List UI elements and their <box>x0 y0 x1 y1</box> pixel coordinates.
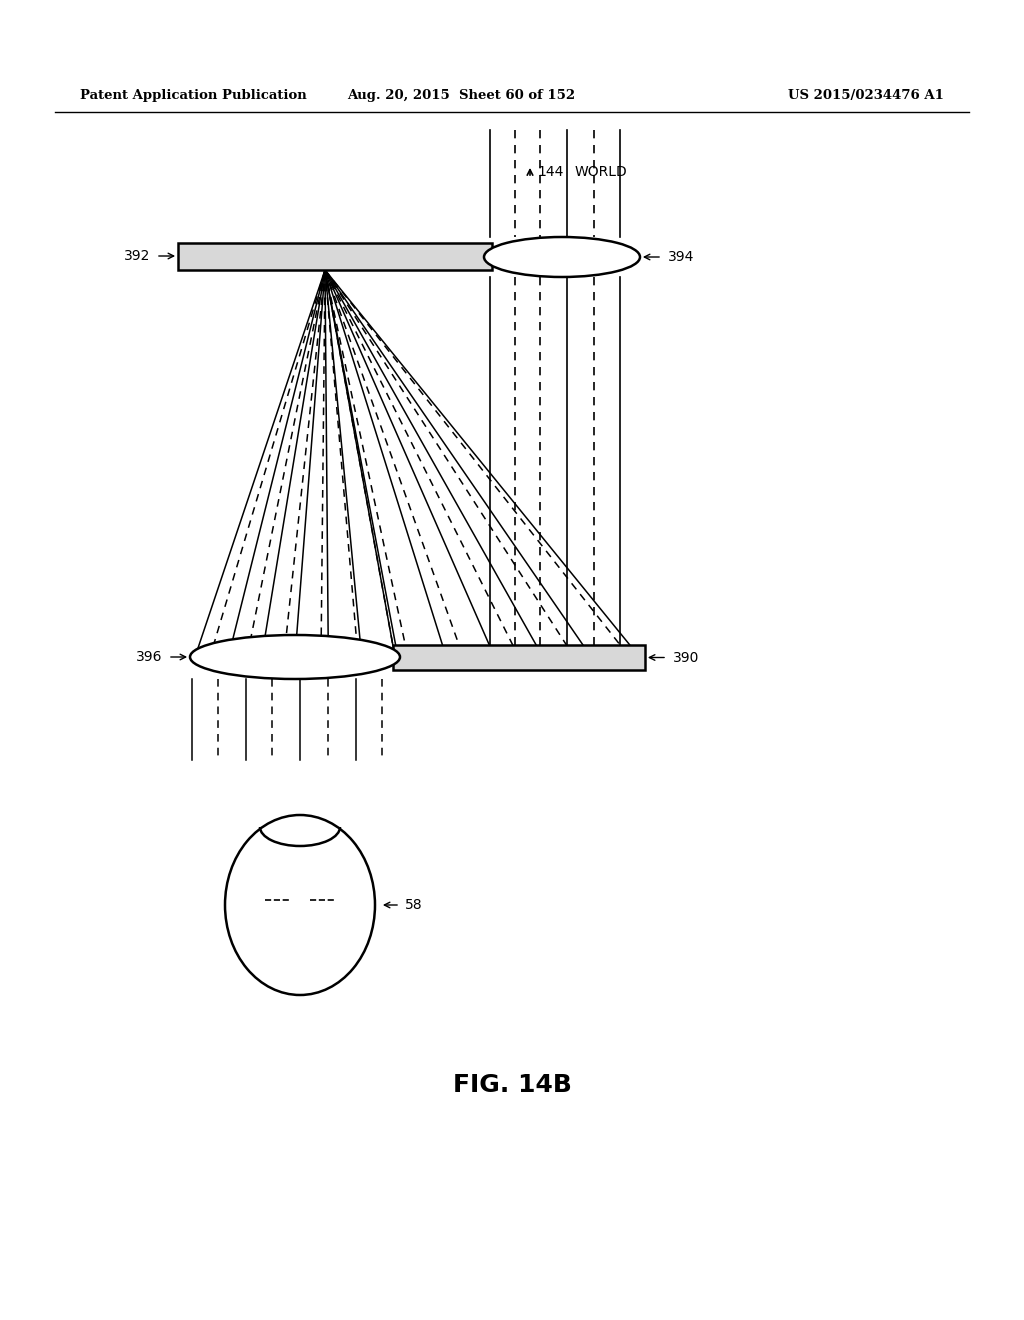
Text: Aug. 20, 2015  Sheet 60 of 152: Aug. 20, 2015 Sheet 60 of 152 <box>347 88 574 102</box>
Ellipse shape <box>484 238 640 277</box>
Text: WORLD: WORLD <box>575 165 628 180</box>
Text: US 2015/0234476 A1: US 2015/0234476 A1 <box>788 88 944 102</box>
Text: 58: 58 <box>406 898 423 912</box>
Text: 144: 144 <box>537 165 563 180</box>
Text: FIG. 14B: FIG. 14B <box>453 1073 571 1097</box>
Bar <box>393 645 645 671</box>
Text: 394: 394 <box>668 249 694 264</box>
Text: 392: 392 <box>124 249 150 263</box>
Ellipse shape <box>225 814 375 995</box>
Bar <box>178 243 492 271</box>
Text: 390: 390 <box>673 651 699 664</box>
Text: Patent Application Publication: Patent Application Publication <box>80 88 307 102</box>
Ellipse shape <box>190 635 400 678</box>
Text: 396: 396 <box>135 649 162 664</box>
